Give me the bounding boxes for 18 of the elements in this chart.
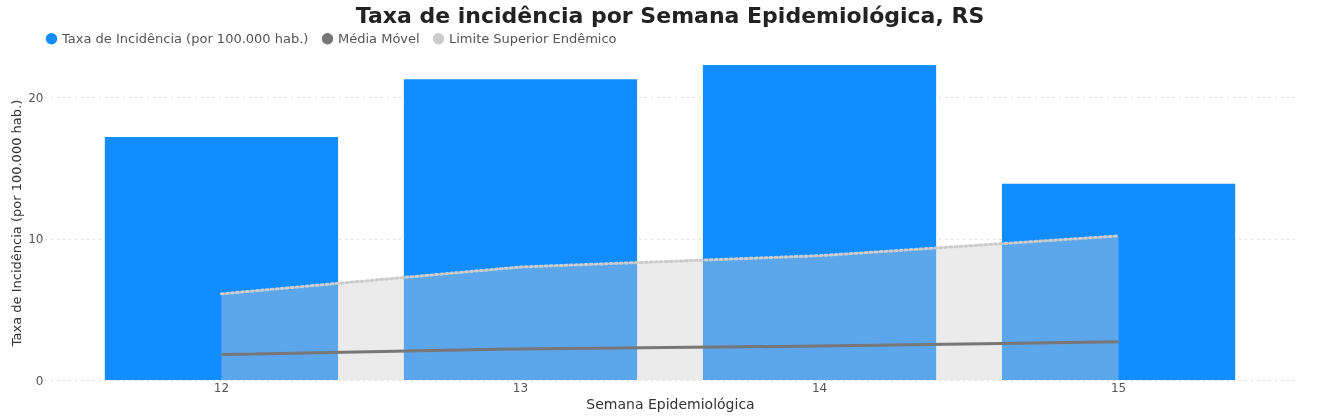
chart-title: Taxa de incidência por Semana Epidemiológica, RS <box>355 3 985 28</box>
y-tick-label: 10 <box>28 232 44 247</box>
x-axis-title: Semana Epidemiológica <box>586 395 755 412</box>
x-tick-label: 12 <box>213 380 230 395</box>
y-axis-title: Taxa de Incidência (por 100.000 hab.) <box>9 99 25 348</box>
bar <box>403 79 638 380</box>
x-tick-label: 14 <box>811 380 828 395</box>
legend-label: Média Móvel <box>338 30 420 46</box>
bar <box>1001 183 1236 380</box>
x-tick-label: 15 <box>1110 380 1127 395</box>
legend-label: Limite Superior Endêmico <box>449 30 617 46</box>
x-tick-label: 13 <box>512 380 529 395</box>
legend-label: Taxa de Incidência (por 100.000 hab.) <box>61 30 309 46</box>
line-series <box>219 340 1121 357</box>
y-tick-label: 20 <box>28 90 44 105</box>
bar <box>104 137 339 380</box>
y-tick-label: 0 <box>35 373 44 388</box>
bar <box>702 65 937 380</box>
